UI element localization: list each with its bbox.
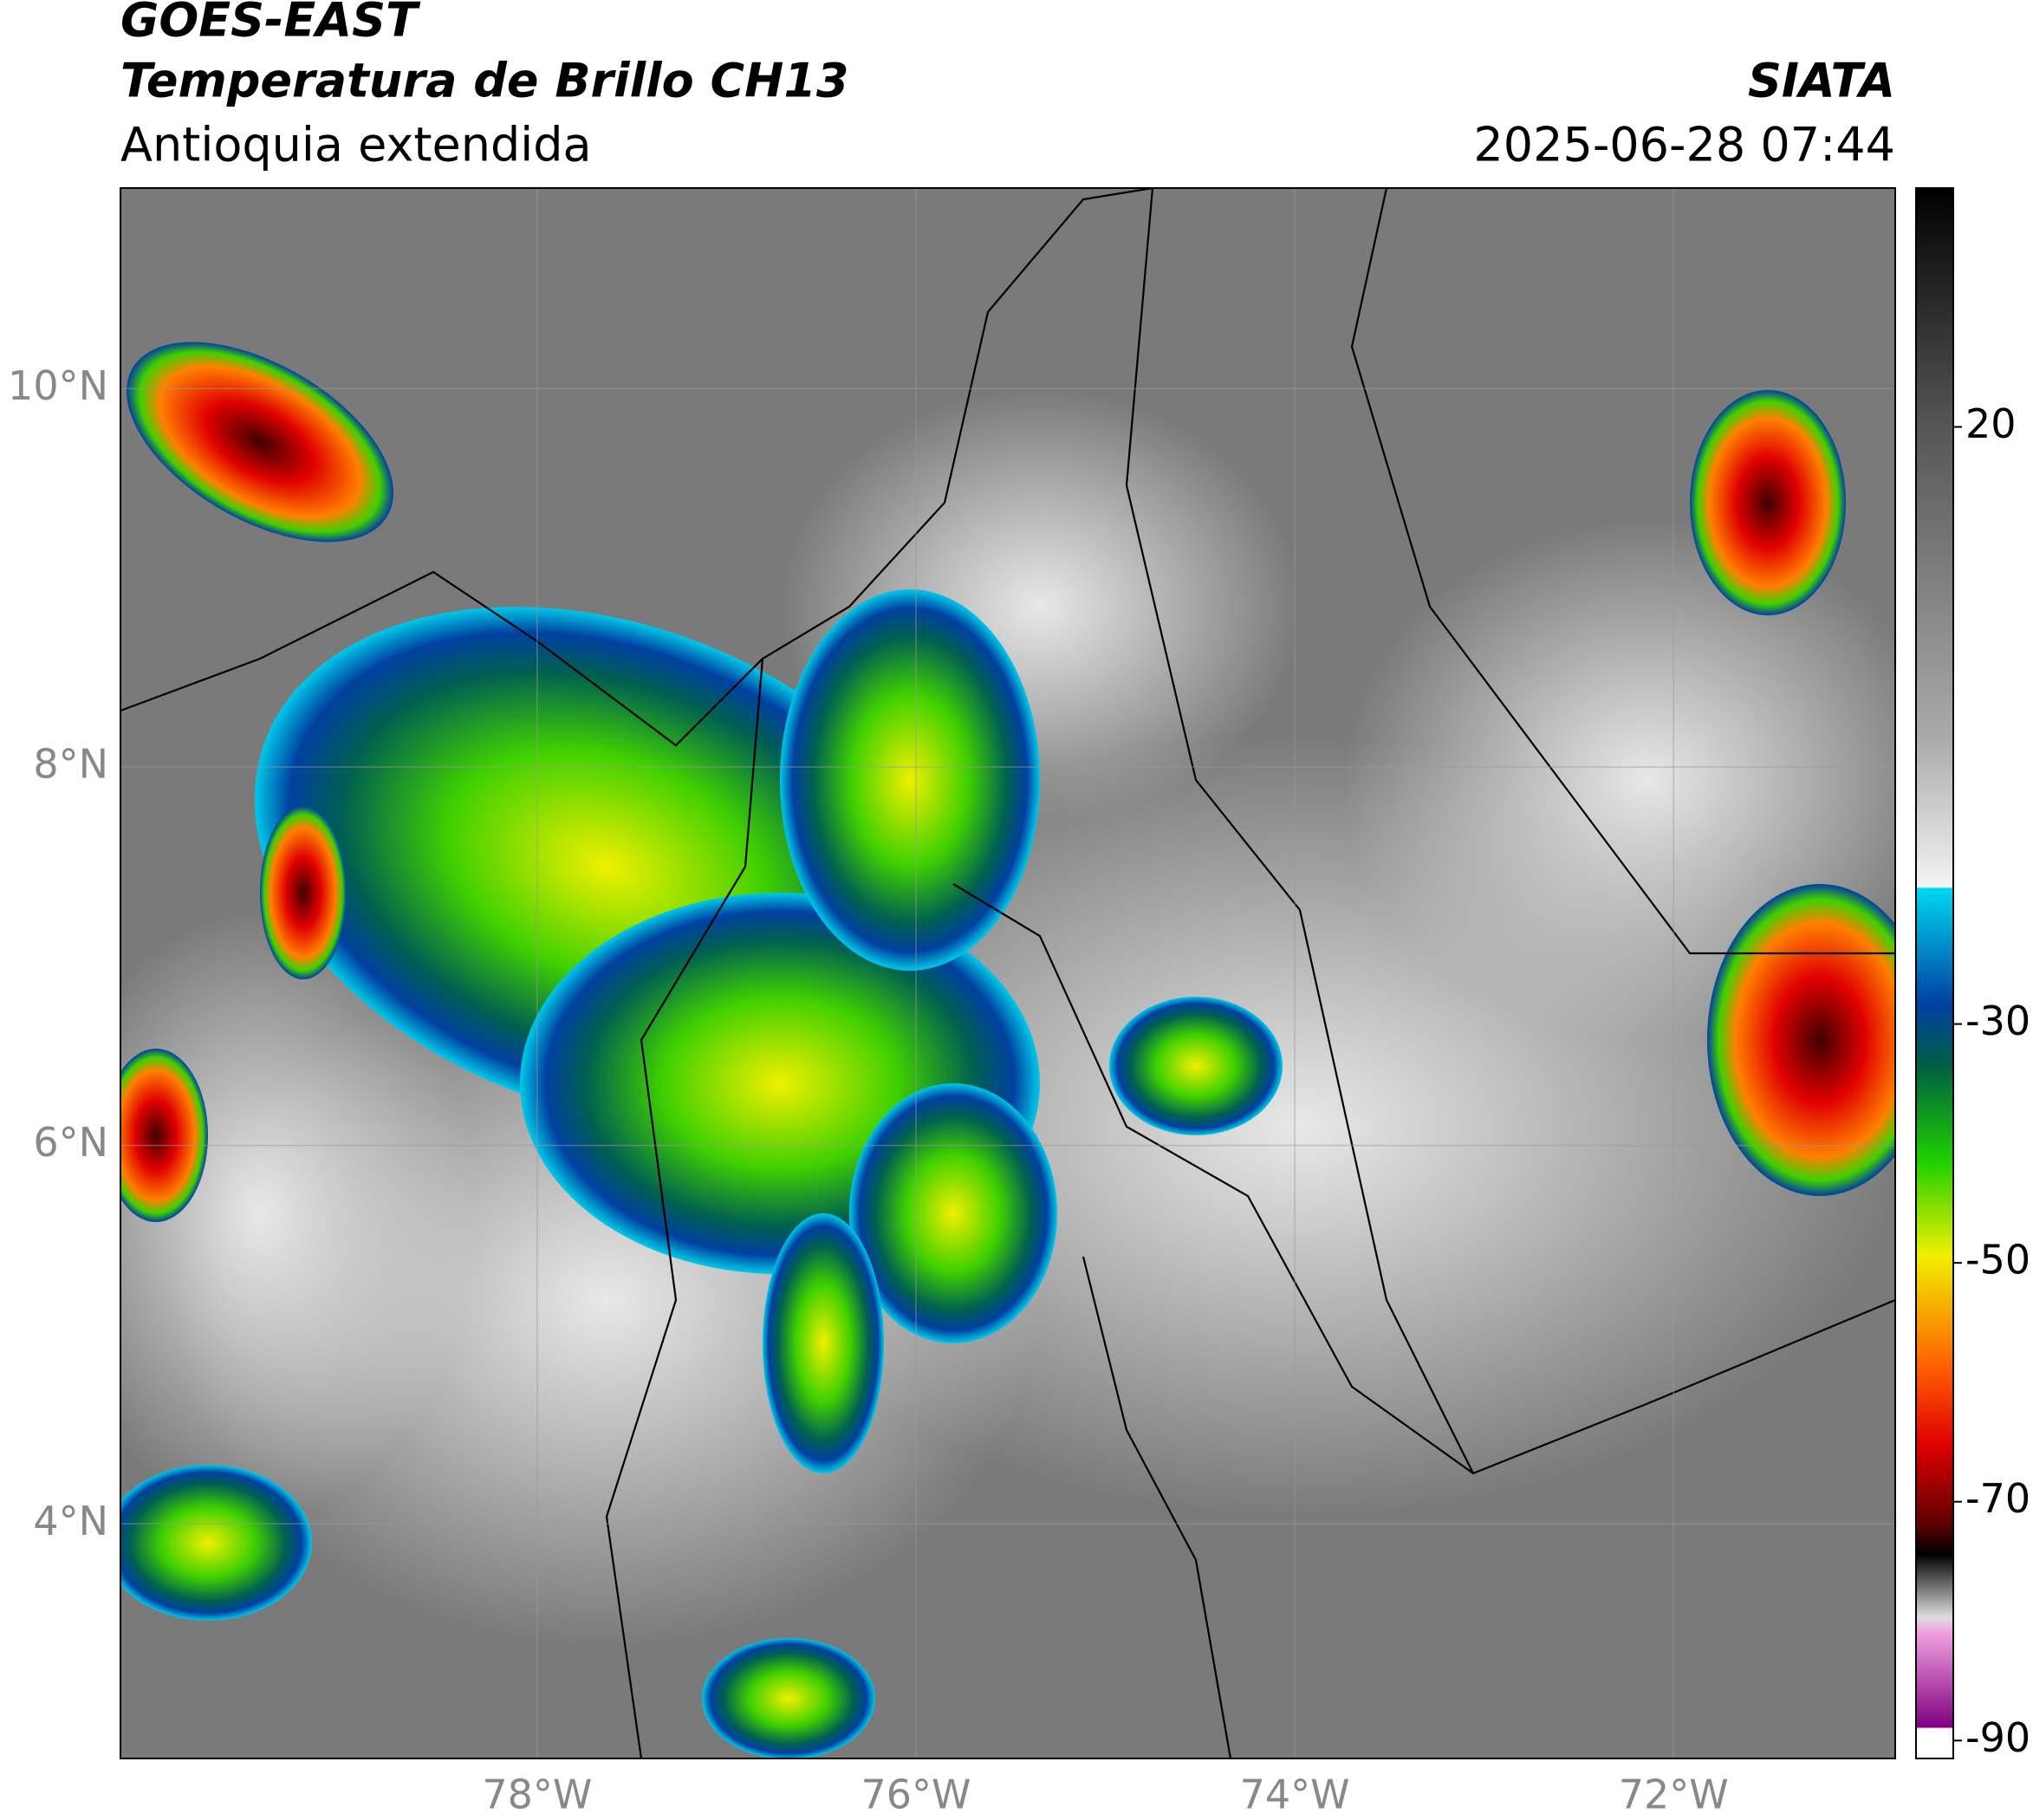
x-tick-label: 76°W [861,1771,971,1818]
x-tick-label: 74°W [1240,1771,1350,1818]
title: Temperatura de Brillo CH13 [120,54,849,108]
colorbar-tick-label: -90 [1965,1714,2030,1761]
organization: SIATA [1748,54,1895,108]
satellite-image [120,188,1895,1758]
colorbar-tick-label: -50 [1965,1237,2030,1284]
x-tick-label: 72°W [1619,1771,1729,1818]
colorbar [1915,187,1954,1759]
y-tick-label: 8°N [33,741,108,788]
map-frame [120,187,1896,1759]
colorbar-tick-label: -70 [1965,1475,2030,1522]
satellite: GOES-EAST [120,0,421,48]
y-tick-label: 4°N [33,1498,108,1544]
y-tick-label: 6°N [33,1119,108,1166]
x-tick-label: 78°W [482,1771,592,1818]
y-tick-label: 10°N [8,362,108,409]
grid [120,188,1895,1758]
datetime: 2025-06-28 07:44 [1473,118,1895,172]
colorbar-tick-label: 20 [1965,400,2017,447]
region: Antioquia extendida [120,118,592,172]
colorbar-tick-label: -30 [1965,998,2030,1044]
